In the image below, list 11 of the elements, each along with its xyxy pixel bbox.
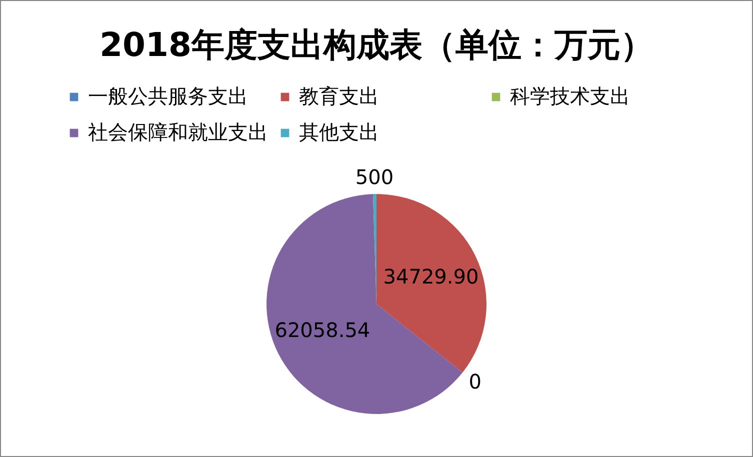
legend-label: 科学技术支出 <box>510 84 630 108</box>
chart-title: 2018年度支出构成表（单位：万元） <box>100 25 654 64</box>
pie-slice <box>376 194 486 372</box>
data-label: 500 <box>355 165 394 190</box>
legend-label: 教育支出 <box>299 84 379 108</box>
legend-label: 一般公共服务支出 <box>88 84 248 108</box>
text: 0 <box>468 369 482 394</box>
data-label: 34729.90 <box>383 264 479 289</box>
data-label: 62058.54 <box>274 318 370 342</box>
legend-label: 其他支出 <box>299 120 379 144</box>
legend-label: 社会保障和就业支出 <box>88 120 268 144</box>
